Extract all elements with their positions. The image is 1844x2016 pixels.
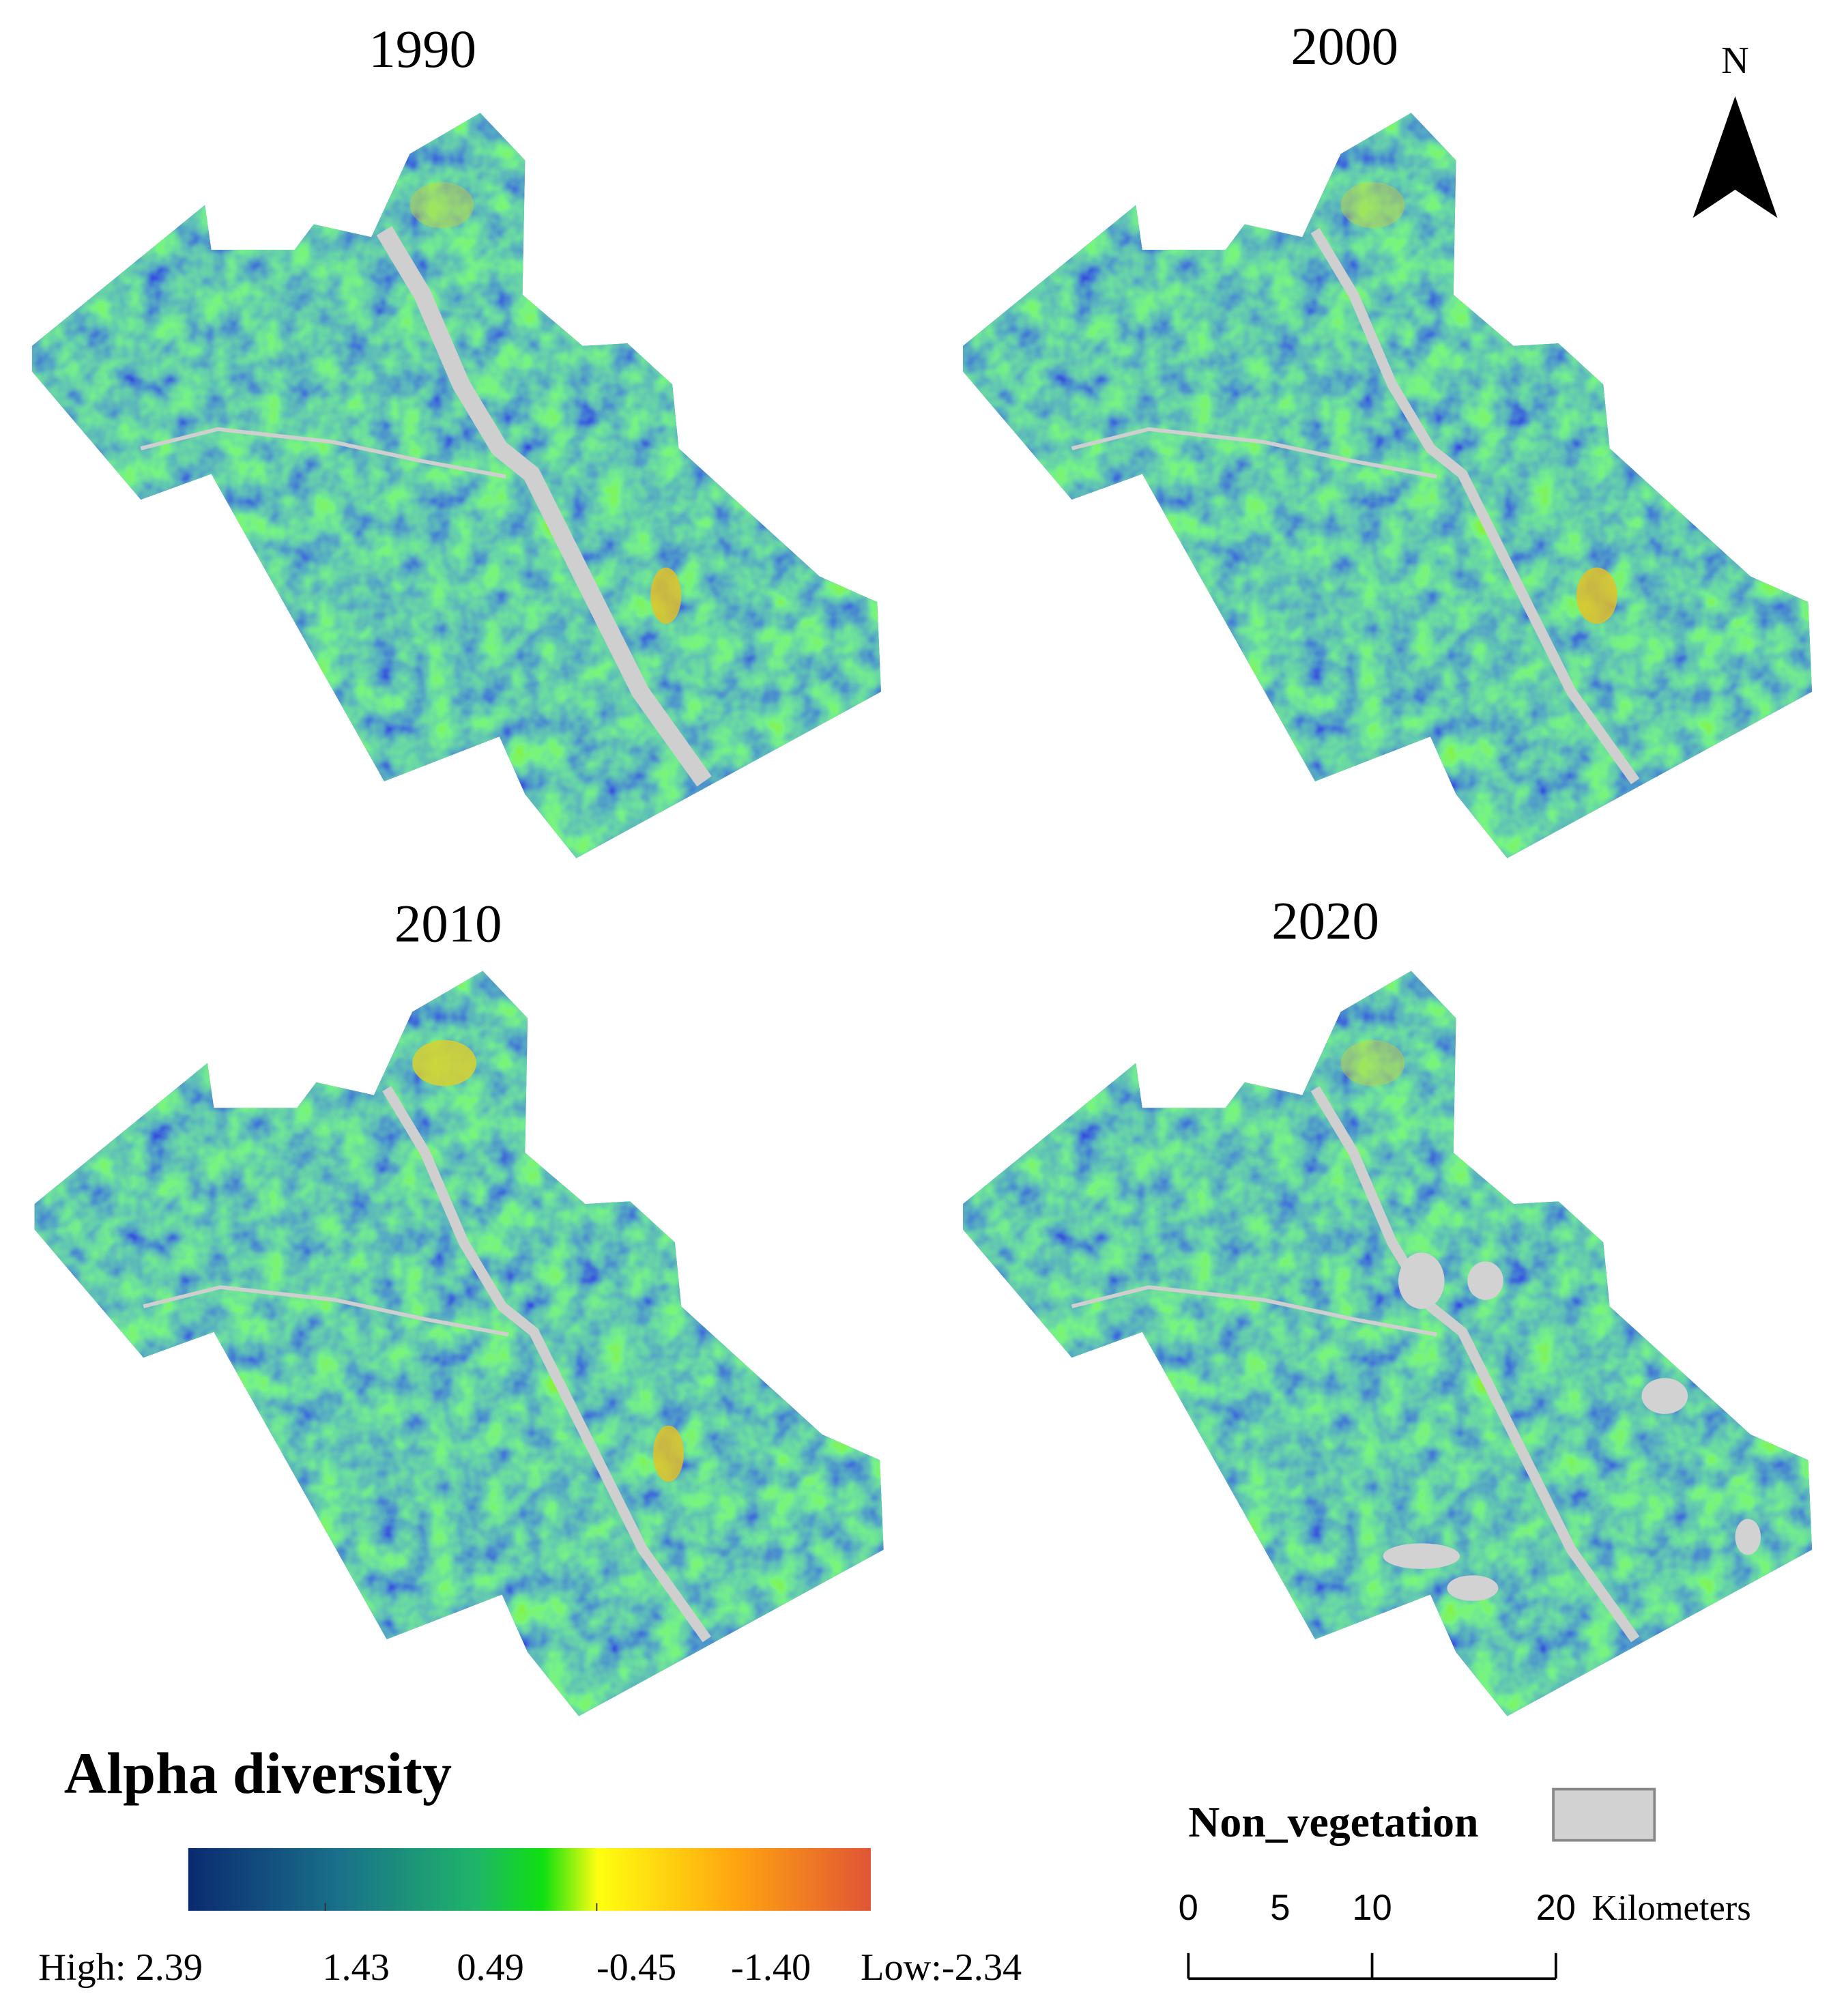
legend-label: 1.43 bbox=[322, 1946, 389, 1989]
scale-tick-label: 10 bbox=[1352, 1888, 1392, 1928]
scale-tick-label: 5 bbox=[1270, 1888, 1290, 1928]
non-vegetation-patch bbox=[1398, 1252, 1445, 1309]
non-vegetation-patch bbox=[1467, 1261, 1503, 1300]
river bbox=[382, 1086, 711, 1643]
diversity-raster bbox=[31, 113, 881, 859]
north-arrow: N bbox=[1692, 40, 1778, 218]
color-bar bbox=[188, 1847, 871, 1911]
north-label: N bbox=[1721, 40, 1749, 82]
tributary bbox=[140, 427, 506, 479]
legend-title: Alpha diversity bbox=[64, 1740, 452, 1806]
diversity-raster bbox=[963, 970, 1813, 1716]
map-panels: 1990 2000 2010 2020 bbox=[31, 17, 1813, 1716]
non-vegetation-patch bbox=[1383, 1543, 1460, 1569]
region-texture bbox=[34, 970, 884, 1716]
hotspot bbox=[1576, 567, 1617, 624]
river bbox=[1310, 228, 1640, 785]
panel-title: 1990 bbox=[369, 20, 476, 79]
north-arrow-shape bbox=[1692, 96, 1778, 218]
hotspot bbox=[1340, 1039, 1405, 1086]
diversity-raster bbox=[963, 113, 1813, 859]
non-vegetation-patch bbox=[1447, 1575, 1499, 1601]
region-texture bbox=[963, 113, 1813, 859]
river bbox=[376, 226, 712, 787]
non-vegetation-patch bbox=[1735, 1518, 1761, 1555]
tributary bbox=[1071, 1285, 1437, 1337]
map-panel: 2020 bbox=[963, 892, 1813, 1716]
map-panel: 2010 bbox=[34, 894, 884, 1716]
panel-title: 2000 bbox=[1291, 17, 1398, 76]
region-texture bbox=[31, 113, 881, 859]
map-panel: 1990 bbox=[31, 20, 881, 859]
panel-title: 2010 bbox=[394, 894, 502, 953]
hotspot bbox=[650, 567, 682, 624]
map-panel: 2000 bbox=[963, 17, 1813, 859]
legend: Alpha diversity High: 2.39 1.43 0.49 -0.… bbox=[38, 1740, 1656, 1989]
region-texture bbox=[963, 970, 1813, 1716]
hotspot bbox=[409, 182, 474, 229]
tributary bbox=[1071, 427, 1437, 479]
tributary bbox=[143, 1285, 509, 1337]
non-vegetation-patch bbox=[1641, 1378, 1688, 1414]
panel-title: 2020 bbox=[1271, 892, 1379, 951]
hotspot bbox=[1340, 182, 1405, 229]
legend-label: -0.45 bbox=[596, 1946, 676, 1989]
hotspot bbox=[652, 1425, 684, 1482]
legend-label: 0.49 bbox=[457, 1946, 524, 1989]
non-vegetation-swatch bbox=[1552, 1787, 1656, 1842]
scale-tick-label: 0 bbox=[1179, 1888, 1198, 1928]
non-vegetation-label: Non_vegetation bbox=[1188, 1798, 1478, 1846]
legend-label: -1.40 bbox=[731, 1946, 811, 1989]
diversity-raster bbox=[34, 970, 884, 1716]
scale-tick-label: 20 bbox=[1536, 1888, 1576, 1928]
legend-label: High: 2.39 bbox=[38, 1946, 203, 1989]
river bbox=[1310, 1086, 1640, 1643]
legend-label: Low:-2.34 bbox=[861, 1946, 1022, 1989]
hotspot bbox=[412, 1039, 477, 1086]
scale-unit: Kilometers bbox=[1591, 1888, 1751, 1928]
scale-bar: Kilometers 0 5 10 20 bbox=[1179, 1888, 1751, 1981]
